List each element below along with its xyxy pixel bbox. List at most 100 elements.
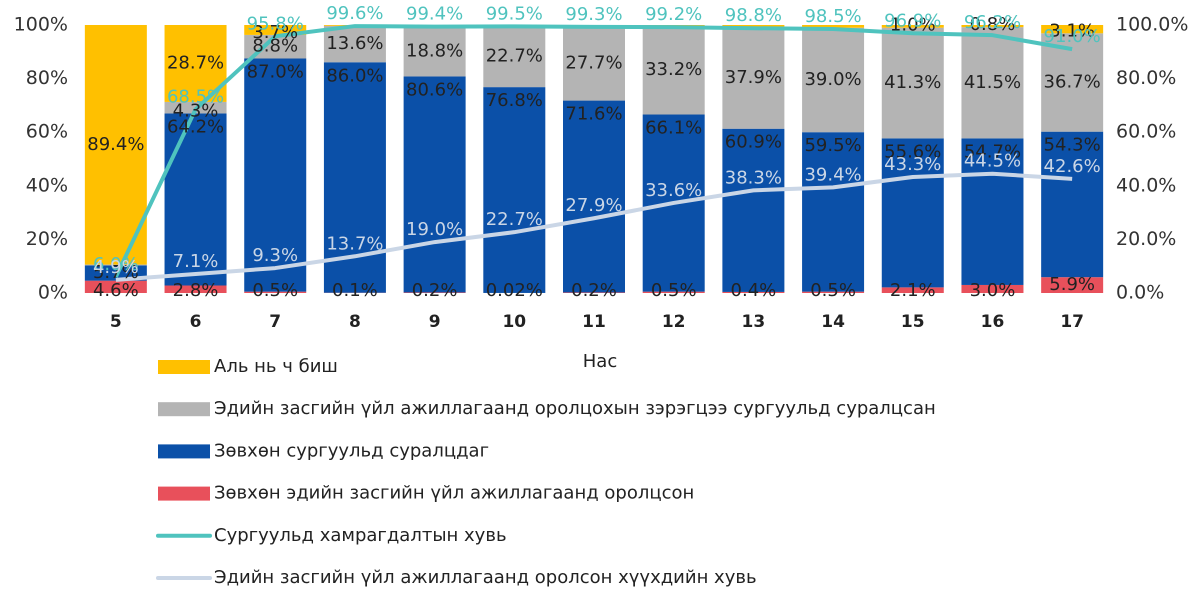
bar-value-label: 54.7% (964, 141, 1021, 162)
bar-value-label: 0.8% (970, 14, 1016, 35)
bar-segment (1041, 277, 1104, 293)
bar-segment (563, 100, 625, 293)
line-value-label: 91.0% (1044, 26, 1101, 47)
y2-tick-label: 80.0% (1116, 67, 1176, 89)
bar-segment (84, 25, 147, 265)
bar-value-label: 0.2% (571, 280, 617, 301)
legend-label: Зөвхөн эдийн засгийн үйл ажиллагаанд оро… (214, 483, 694, 504)
line-value-label: 99.2% (645, 4, 702, 25)
bar-value-label: 28.7% (167, 52, 224, 73)
bar-value-label: 33.2% (645, 59, 702, 80)
line-value-label: 33.6% (645, 180, 702, 201)
bar-segment (483, 26, 546, 88)
x-tick-label: 15 (901, 312, 925, 332)
legend-swatch (158, 486, 210, 501)
bar-segment (483, 87, 546, 293)
bar-segment (1041, 131, 1104, 278)
y-tick-label: 80% (26, 67, 68, 89)
x-tick-label: 10 (502, 312, 526, 332)
bar-value-label: 3.0% (970, 280, 1016, 301)
y2-tick-label: 100.0% (1116, 14, 1188, 36)
legend-label: Зөвхөн сургуульд суралцдаг (214, 440, 489, 461)
x-tick-label: 16 (981, 312, 1005, 332)
y2-tick-label: 40.0% (1116, 174, 1176, 196)
bar-value-label: 8.8% (252, 36, 298, 57)
bar-value-label: 39.0% (804, 69, 861, 90)
bar-value-label: 0.2% (412, 280, 458, 301)
bar-value-label: 0.5% (810, 280, 856, 301)
bar-value-label: 13.6% (326, 33, 383, 54)
bar-value-label: 5.9% (1049, 274, 1095, 295)
y2-tick-label: 0.0% (1116, 282, 1164, 304)
legend-swatch (158, 444, 210, 459)
bar-segment (164, 285, 227, 293)
bar-segment (642, 25, 705, 115)
line-value-label: 68.5% (167, 86, 224, 107)
line-value-label: 4.9% (93, 257, 139, 278)
bar-segment (722, 27, 785, 129)
bar-value-label: 59.5% (804, 135, 861, 156)
bar-value-label: 60.9% (725, 132, 782, 153)
bar-value-label: 41.3% (884, 72, 941, 93)
bar-segment (722, 25, 785, 28)
bar-value-label: 41.5% (964, 72, 1021, 93)
bar-value-label: 2.1% (890, 280, 936, 301)
bar-value-label: 3.1% (1049, 20, 1095, 41)
y-tick-label: 20% (26, 228, 68, 250)
legend-label: Эдийн засгийн үйл ажиллагаанд оролцохын … (214, 398, 936, 419)
line-value-label: 95.8% (247, 13, 304, 34)
bar-segment (244, 291, 307, 293)
line-value-label: 27.9% (565, 195, 622, 216)
line-value-label: 99.6% (326, 3, 383, 24)
line-value-label: 43.3% (884, 154, 941, 175)
x-tick-label: 6 (190, 312, 202, 332)
bar-value-label: 3.7% (252, 22, 298, 43)
line-value-label: 99.4% (406, 4, 463, 25)
bar-segment (403, 26, 466, 77)
bar-segment (961, 284, 1024, 293)
bar-segment (881, 287, 944, 293)
bar-segment (802, 27, 865, 133)
bar-value-label: 66.1% (645, 118, 702, 139)
bar-value-label: 0.4% (731, 280, 777, 301)
line-value-label: 39.4% (804, 164, 861, 185)
line-value-label: 99.5% (486, 3, 543, 24)
bar-segment (961, 25, 1024, 28)
bar-segment (84, 280, 147, 293)
line-value-label: 19.0% (406, 219, 463, 240)
legend-swatch (158, 360, 210, 374)
bar-segment (84, 264, 147, 266)
x-tick-label: 7 (269, 312, 281, 332)
bar-segment (881, 138, 944, 288)
bar-value-label: 86.0% (326, 65, 383, 86)
line-value-label: 96.9% (884, 10, 941, 31)
line-value-label: 13.7% (326, 233, 383, 254)
line (115, 171, 1073, 282)
line-value-label: 22.7% (486, 209, 543, 230)
x-tick-label: 13 (742, 312, 766, 332)
line-value-label: 42.6% (1044, 156, 1101, 177)
bar-value-label: 80.6% (406, 79, 463, 100)
x-tick-label: 17 (1060, 312, 1084, 332)
bar-segment (802, 132, 865, 292)
bar-segment (642, 291, 705, 293)
bar-value-label: 2.8% (173, 280, 219, 301)
x-tick-label: 11 (582, 312, 606, 332)
y2-tick-label: 60.0% (1116, 121, 1176, 143)
bar-value-label: 64.2% (167, 116, 224, 137)
bar-value-label: 0.5% (252, 280, 298, 301)
bar-segment (961, 138, 1024, 285)
bar-value-label: 1.0% (890, 15, 936, 36)
bar-segment (802, 25, 865, 28)
bar-value-label: 55.6% (884, 141, 941, 162)
bar-value-label: 71.6% (565, 104, 622, 125)
bar-segment (403, 292, 466, 293)
y-tick-label: 60% (26, 121, 68, 143)
line-value-label: 98.8% (725, 5, 782, 26)
line-value-label: 96.2% (964, 12, 1021, 33)
bar-value-label: 37.9% (725, 67, 782, 88)
bar-value-label: 76.8% (486, 90, 543, 111)
bar-segment (1041, 25, 1104, 34)
line (114, 24, 1073, 278)
